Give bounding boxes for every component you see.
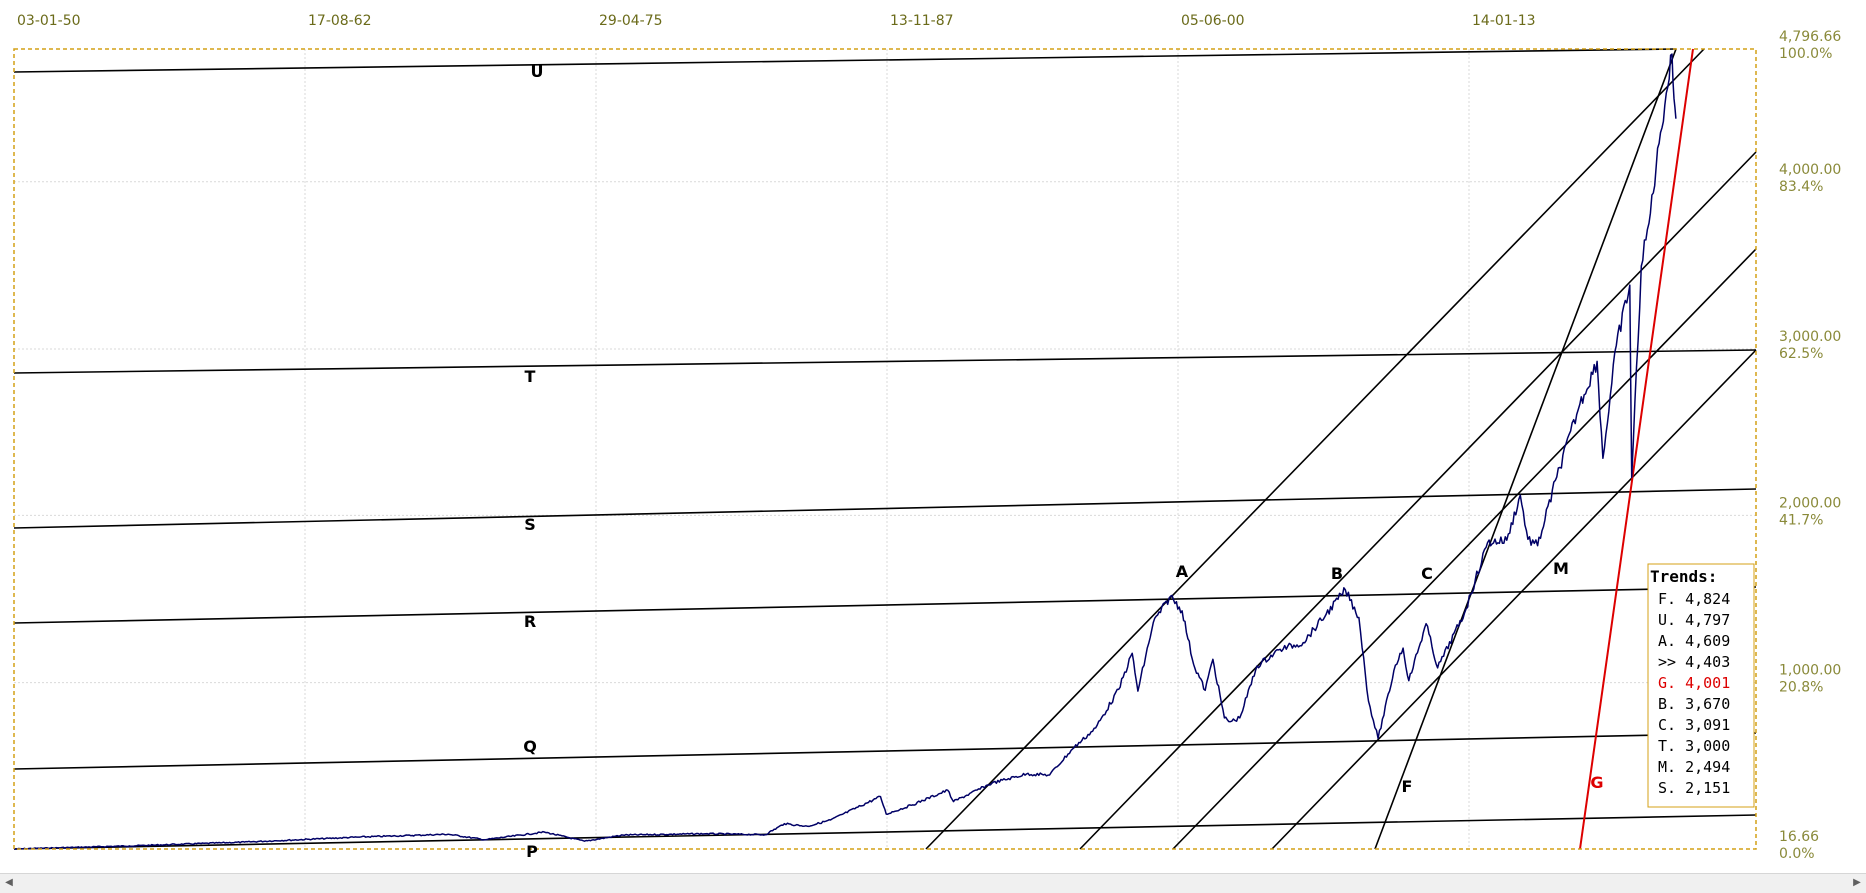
trend-line-r <box>13 586 1757 624</box>
x-tick-label: 29-04-75 <box>599 13 663 29</box>
trend-line-t <box>13 349 1757 374</box>
trend-line-m <box>1271 349 1757 850</box>
y-tick-percent: 20.8% <box>1779 680 1823 696</box>
trends-legend: Trends: F. 4,824 U. 4,797 A. 4,609 >> 4,403 G… <box>1647 563 1755 808</box>
y-tick-percent: 41.7% <box>1779 512 1823 528</box>
y-tick-percent: 83.4% <box>1779 179 1823 195</box>
scroll-right-icon[interactable]: ▶ <box>1853 877 1861 888</box>
trend-line-b <box>1079 151 1757 850</box>
x-tick-label: 14-01-13 <box>1472 13 1536 29</box>
scroll-left-icon[interactable]: ◀ <box>5 877 13 888</box>
x-tick-label: 05-06-00 <box>1181 13 1245 29</box>
trend-line-c <box>1172 248 1757 850</box>
legend-entry: G. 4,001 <box>1658 674 1730 692</box>
trend-lines <box>13 48 1757 850</box>
horizontal-scrollbar[interactable]: ◀ ▶ <box>0 873 1866 893</box>
legend-box <box>1647 563 1755 808</box>
legend-entry: U. 4,797 <box>1658 611 1730 629</box>
grid <box>14 49 1756 849</box>
x-tick-label: 17-08-62 <box>308 13 372 29</box>
x-axis: 03-01-50 17-08-62 29-04-75 13-11-87 05-06-00… <box>17 13 1536 29</box>
y-tick-value: 4,000.00 <box>1779 162 1841 178</box>
legend-entry: >> 4,403 <box>1658 653 1730 671</box>
trend-labels: U T S R Q P A B C M F G <box>523 62 1603 861</box>
trend-label-g: G <box>1590 773 1603 792</box>
legend-entry: A. 4,609 <box>1658 632 1730 650</box>
trend-line-u <box>13 48 1677 73</box>
trend-label-s: S <box>524 515 536 534</box>
price-line <box>13 53 1677 850</box>
trend-label-c: C <box>1421 564 1433 583</box>
y-tick-percent: 62.5% <box>1779 346 1823 362</box>
y-tick-percent: 100.0% <box>1779 46 1832 62</box>
y-tick-value: 2,000.00 <box>1779 495 1841 511</box>
x-tick-label: 13-11-87 <box>890 13 954 29</box>
trend-label-f: F <box>1402 777 1413 796</box>
trend-label-q: Q <box>523 737 537 756</box>
y-tick-value: 4,796.66 <box>1779 29 1841 45</box>
chart: 03-01-50 17-08-62 29-04-75 13-11-87 05-06-00… <box>13 13 1841 862</box>
trend-line-s <box>13 488 1757 529</box>
x-tick-label: 03-01-50 <box>17 13 81 29</box>
trend-label-b: B <box>1331 564 1343 583</box>
trend-label-r: R <box>524 612 536 631</box>
trend-line-a <box>925 48 1705 850</box>
plot-border <box>13 48 1757 850</box>
trend-line-q <box>13 732 1757 770</box>
trend-line-f <box>1374 48 1677 850</box>
trend-line-g <box>1579 48 1694 850</box>
trend-label-m: M <box>1553 559 1569 578</box>
legend-entry: M. 2,494 <box>1658 758 1730 776</box>
trend-label-p: P <box>526 842 538 861</box>
legend-entry: C. 3,091 <box>1658 716 1730 734</box>
y-tick-percent: 0.0% <box>1779 846 1815 862</box>
legend-entry: F. 4,824 <box>1658 590 1730 608</box>
trend-label-u: U <box>531 62 544 81</box>
legend-entry: S. 2,151 <box>1658 779 1730 797</box>
y-tick-value: 16.66 <box>1779 829 1819 845</box>
legend-title: Trends: <box>1650 567 1717 586</box>
legend-entry: T. 3,000 <box>1658 737 1730 755</box>
trend-line-p <box>13 814 1757 850</box>
y-tick-value: 3,000.00 <box>1779 329 1841 345</box>
y-tick-value: 1,000.00 <box>1779 663 1841 679</box>
trend-label-a: A <box>1176 562 1189 581</box>
price-series <box>13 53 1677 850</box>
legend-entry: B. 3,670 <box>1658 695 1730 713</box>
trend-label-t: T <box>525 367 536 386</box>
